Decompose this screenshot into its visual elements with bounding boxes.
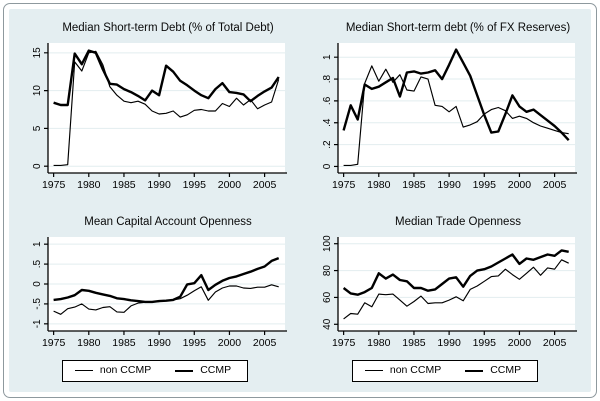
legend-label-ccmp: CCMP (490, 364, 522, 376)
chart-title-short-term-debt-total: Median Short-term Debt (% of Total Debt) (62, 22, 274, 34)
x-tick-label: 1990 (437, 337, 461, 349)
x-tick-label: 2005 (253, 179, 277, 191)
y-tick-label: 80 (322, 265, 333, 277)
x-tick-label: 1975 (332, 337, 356, 349)
chart-cell-short-term-debt-fx: Median Short-term debt (% of FX Reserves… (306, 21, 584, 201)
legend-line-sample-thick (175, 369, 194, 372)
legend-capital-account: non CCMP CCMP (16, 360, 294, 382)
x-tick-label: 2005 (543, 337, 567, 349)
y-tick-label: .6 (322, 96, 333, 105)
x-tick-label: 2000 (218, 179, 242, 191)
x-tick-label: 1980 (367, 337, 391, 349)
plot-area (338, 237, 575, 331)
legend-entry-non-ccmp: non CCMP (74, 364, 152, 376)
x-tick-label: 2000 (508, 337, 532, 349)
y-tick-label: -.5 (32, 298, 43, 310)
y-tick-label: 60 (322, 291, 333, 303)
x-tick-label: 1980 (77, 179, 101, 191)
series-line-ccmp (53, 256, 280, 304)
line-chart-short-term-debt-fx: 0 .2 .4 .6 .8 1 1975 1980 1985 1990 1995 2000 2005 (322, 43, 577, 191)
legend-entry-ccmp: CCMP (175, 365, 231, 376)
chart-cell-trade-openness: Median Trade Openness 40 60 80 100 1975 1980 1… (306, 215, 584, 388)
series-line-ccmp (342, 249, 569, 296)
line-chart-capital-account-openness: -1 -.5 0 .5 1 1975 1980 1985 1990 1995 2000 2005 (32, 237, 287, 349)
y-tick-label: 100 (322, 235, 333, 252)
legend-label-non-ccmp: non CCMP (389, 364, 442, 376)
chart-cell-short-term-debt-total: Median Short-term Debt (% of Total Debt)… (16, 21, 294, 201)
x-tick-label: 1975 (42, 179, 66, 191)
legend-entry-ccmp: CCMP (465, 365, 521, 376)
x-tick-label: 2005 (543, 179, 567, 191)
x-tick-label: 1990 (147, 337, 171, 349)
series-line-ccmp (53, 49, 280, 107)
x-tick-label: 2005 (253, 337, 277, 349)
series-line-non-ccmp (343, 259, 569, 320)
chart-title-trade-openness: Median Trade Openness (395, 216, 521, 228)
x-tick-label: 1980 (367, 179, 391, 191)
y-tick-label: 10 (32, 85, 43, 97)
x-tick-label: 1995 (473, 179, 497, 191)
series-line-non-ccmp (343, 65, 569, 166)
x-tick-label: 2000 (508, 179, 532, 191)
y-tick-label: 1 (32, 241, 43, 247)
y-tick-label: .2 (322, 140, 333, 149)
x-tick-label: 1990 (147, 179, 171, 191)
legend-box: non CCMP CCMP (351, 360, 539, 382)
legend-box: non CCMP CCMP (61, 360, 249, 382)
figure-window: Median Short-term Debt (% of Total Debt)… (3, 3, 597, 398)
legend-entry-non-ccmp: non CCMP (364, 364, 442, 376)
x-tick-label: 1985 (112, 179, 136, 191)
x-tick-label: 2000 (218, 337, 242, 349)
x-tick-label: 1980 (77, 337, 101, 349)
x-tick-label: 1985 (402, 337, 426, 349)
legend-line-sample-thick (465, 369, 484, 372)
x-tick-label: 1975 (332, 179, 356, 191)
x-tick-label: 1995 (183, 337, 207, 349)
y-tick-label: -1 (32, 319, 43, 328)
chart-title-capital-account-openness: Mean Capital Account Openness (84, 216, 252, 228)
legend-line-sample-thin (74, 370, 93, 371)
y-tick-label: 0 (32, 163, 43, 169)
legend-trade-openness: non CCMP CCMP (306, 360, 584, 382)
line-chart-trade-openness: 40 60 80 100 1975 1980 1985 1990 1995 2000 2005 (322, 235, 577, 349)
legend-label-non-ccmp: non CCMP (99, 364, 152, 376)
y-tick-label: 0 (32, 281, 43, 287)
x-tick-label: 1985 (402, 179, 426, 191)
legend-line-sample-thin (364, 370, 383, 371)
series-line-ccmp (342, 48, 570, 142)
line-chart-short-term-debt-total: 0 5 10 15 1975 1980 1985 1990 1995 2000 2005 (32, 43, 287, 191)
chart-title-short-term-debt-fx: Median Short-term debt (% of FX Reserves… (345, 22, 571, 34)
x-tick-label: 1995 (183, 179, 207, 191)
y-tick-label: 0 (322, 163, 333, 169)
chart-cell-capital-account-openness: Mean Capital Account Openness -1 -.5 0 .5 1 1… (16, 215, 294, 388)
y-tick-label: 5 (32, 125, 43, 131)
y-tick-label: 40 (322, 318, 333, 330)
x-tick-label: 1985 (112, 337, 136, 349)
legend-label-ccmp: CCMP (200, 364, 232, 376)
y-tick-label: .4 (322, 118, 333, 127)
x-tick-label: 1990 (437, 179, 461, 191)
x-tick-label: 1995 (473, 337, 497, 349)
x-tick-label: 1975 (42, 337, 66, 349)
y-tick-label: .5 (32, 259, 43, 268)
y-tick-label: .8 (322, 74, 333, 83)
y-tick-label: 1 (322, 54, 333, 60)
graph-canvas: Median Short-term Debt (% of Total Debt)… (9, 9, 591, 392)
y-tick-label: 15 (32, 47, 43, 59)
